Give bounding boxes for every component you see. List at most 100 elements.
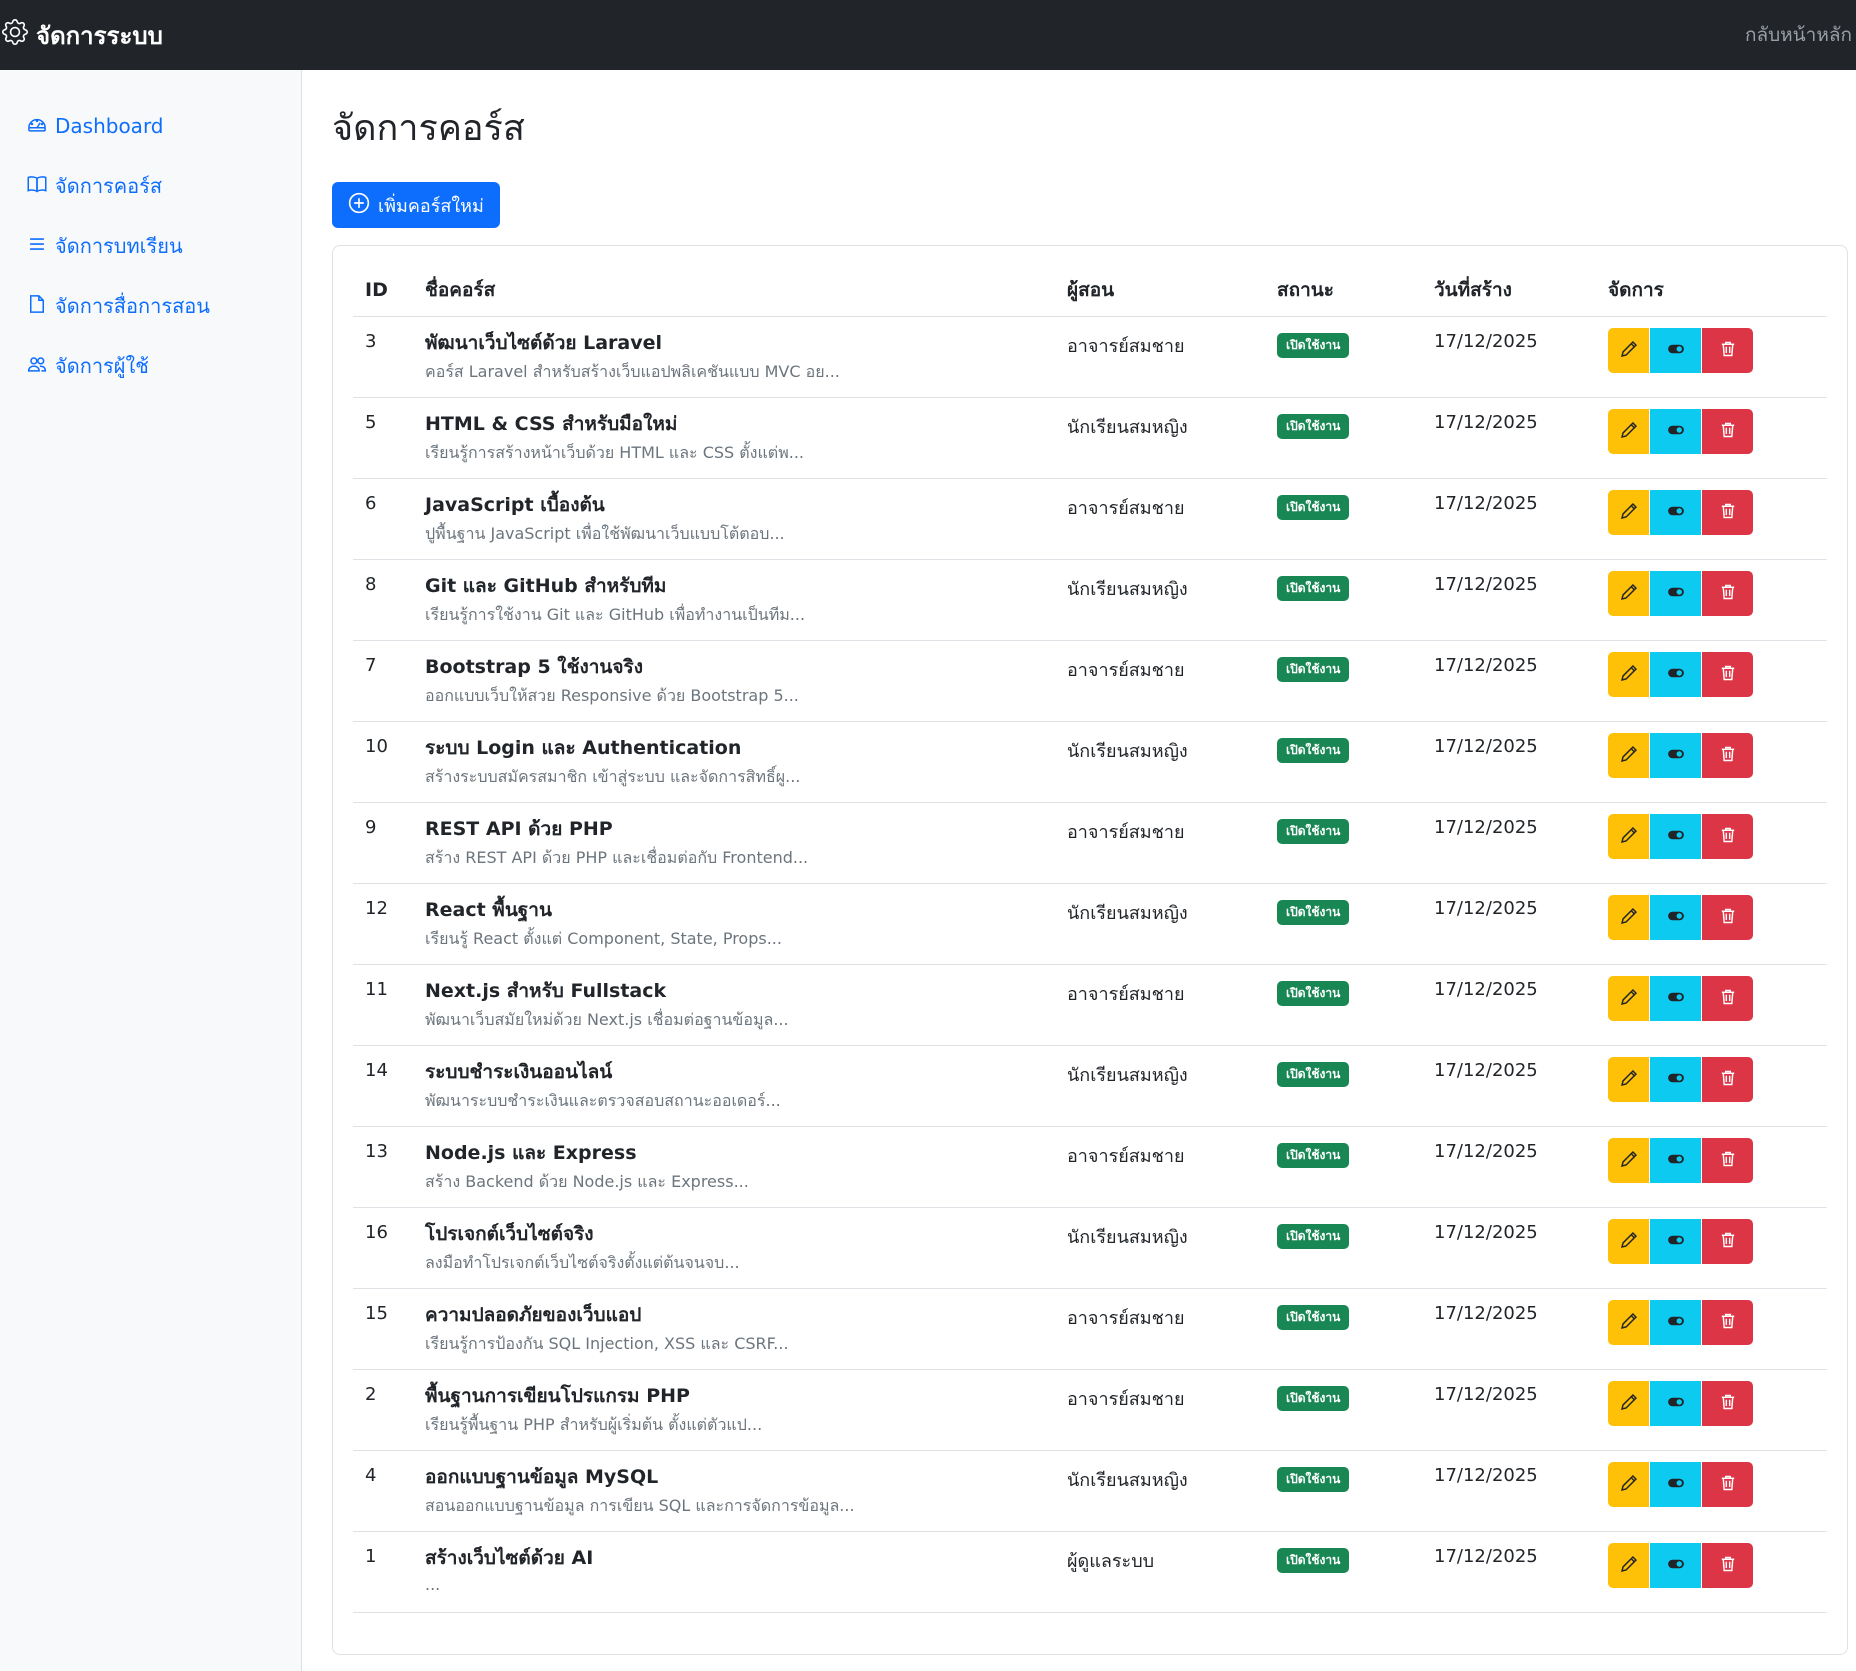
delete-button[interactable] [1702,1137,1753,1183]
cell-actions [1596,1531,1827,1613]
edit-button[interactable] [1608,894,1649,940]
add-course-button[interactable]: เพิ่มคอร์สใหม่ [332,182,500,228]
sidebar-item-materials[interactable]: จัดการสื่อการสอน [0,276,301,336]
course-title: Git และ GitHub สำหรับทีม [425,574,667,597]
cell-id: 2 [353,1369,413,1451]
cell-actions [1596,802,1827,884]
delete-button[interactable] [1702,651,1753,697]
edit-button[interactable] [1608,1542,1649,1588]
navbar-brand[interactable]: จัดการระบบ [2,16,163,55]
toggle-status-button[interactable] [1650,1461,1701,1507]
toggle-status-button[interactable] [1650,1137,1701,1183]
delete-button[interactable] [1702,894,1753,940]
edit-button[interactable] [1608,1056,1649,1102]
delete-button[interactable] [1702,1218,1753,1264]
row-actions [1608,813,1815,859]
pencil-icon [1620,1069,1638,1090]
course-title: พื้นฐานการเขียนโปรแกรม PHP [425,1384,690,1407]
delete-button[interactable] [1702,1461,1753,1507]
course-id: 7 [365,654,377,676]
sidebar-item-lessons[interactable]: จัดการบทเรียน [0,216,301,276]
created-date: 17/12/2025 [1434,1221,1538,1243]
course-teacher: อาจารย์สมชาย [1067,983,1185,1005]
back-home-link[interactable]: กลับหน้าหลัก [1744,24,1852,46]
edit-button[interactable] [1608,327,1649,373]
edit-button[interactable] [1608,1299,1649,1345]
toggle-status-button[interactable] [1650,651,1701,697]
course-title: Node.js และ Express [425,1141,637,1164]
toggle-status-button[interactable] [1650,489,1701,535]
cell-teacher: อาจารย์สมชาย [1055,640,1265,722]
sidebar-item-users[interactable]: จัดการผู้ใช้ [0,336,301,396]
table-row: 12 React พื้นฐาน เรียนรู้ React ตั้งแต่ … [353,883,1827,965]
edit-button[interactable] [1608,651,1649,697]
delete-button[interactable] [1702,570,1753,616]
delete-button[interactable] [1702,408,1753,454]
edit-button[interactable] [1608,1137,1649,1183]
status-badge: เปิดใช้งาน [1277,1466,1350,1492]
cell-status: เปิดใช้งาน [1265,1207,1422,1289]
sidebar-item-dashboard[interactable]: Dashboard [0,96,301,156]
toggle-status-button[interactable] [1650,1542,1701,1588]
toggle-status-button[interactable] [1650,894,1701,940]
course-id: 16 [365,1221,388,1243]
toggle-status-button[interactable] [1650,1380,1701,1426]
cell-actions [1596,1369,1827,1451]
cell-created: 17/12/2025 [1422,721,1596,803]
delete-button[interactable] [1702,813,1753,859]
pencil-icon [1620,1231,1638,1252]
edit-button[interactable] [1608,570,1649,616]
toggle-icon [1667,583,1685,604]
toggle-status-button[interactable] [1650,732,1701,778]
delete-button[interactable] [1702,732,1753,778]
toggle-status-button[interactable] [1650,1299,1701,1345]
delete-button[interactable] [1702,975,1753,1021]
edit-button[interactable] [1608,975,1649,1021]
toggle-status-button[interactable] [1650,408,1701,454]
cell-id: 13 [353,1126,413,1208]
delete-button[interactable] [1702,489,1753,535]
course-description: เรียนรู้การใช้งาน Git และ GitHub เพื่อทำ… [425,604,806,624]
status-badge: เปิดใช้งาน [1277,332,1350,358]
course-description: สร้าง REST API ด้วย PHP และเชื่อมต่อกับ … [425,847,809,867]
sidebar-item-label: จัดการผู้ใช้ [55,354,149,378]
delete-button[interactable] [1702,1542,1753,1588]
sidebar-item-label: จัดการสื่อการสอน [55,294,210,318]
toggle-status-button[interactable] [1650,570,1701,616]
edit-button[interactable] [1608,489,1649,535]
delete-button[interactable] [1702,1056,1753,1102]
toggle-status-button[interactable] [1650,1056,1701,1102]
edit-button[interactable] [1608,1380,1649,1426]
toggle-status-button[interactable] [1650,975,1701,1021]
delete-button[interactable] [1702,1299,1753,1345]
created-date: 17/12/2025 [1434,1383,1538,1405]
cell-created: 17/12/2025 [1422,559,1596,641]
delete-button[interactable] [1702,327,1753,373]
toggle-status-button[interactable] [1650,1218,1701,1264]
cell-id: 9 [353,802,413,884]
edit-button[interactable] [1608,1461,1649,1507]
edit-button[interactable] [1608,408,1649,454]
edit-button[interactable] [1608,813,1649,859]
cell-actions [1596,316,1827,398]
pencil-icon [1620,502,1638,523]
edit-button[interactable] [1608,732,1649,778]
toggle-icon [1667,826,1685,847]
cell-id: 8 [353,559,413,641]
speedometer-icon [27,114,47,139]
cell-teacher: อาจารย์สมชาย [1055,1369,1265,1451]
table-header-row: ID ชื่อคอร์ส ผู้สอน สถานะ วันที่สร้าง จั… [353,264,1827,317]
table-row: 5 HTML & CSS สำหรับมือใหม่ เรียนรู้การสร… [353,397,1827,479]
toggle-icon [1667,745,1685,766]
course-title: สร้างเว็บไซต์ด้วย AI [425,1546,594,1569]
row-actions [1608,408,1815,454]
toggle-status-button[interactable] [1650,813,1701,859]
toggle-status-button[interactable] [1650,327,1701,373]
sidebar-item-courses[interactable]: จัดการคอร์ส [0,156,301,216]
edit-button[interactable] [1608,1218,1649,1264]
pencil-icon [1620,1555,1638,1576]
delete-button[interactable] [1702,1380,1753,1426]
cell-course: ระบบ Login และ Authentication สร้างระบบส… [413,721,1055,803]
created-date: 17/12/2025 [1434,1059,1538,1081]
cell-status: เปิดใช้งาน [1265,1126,1422,1208]
